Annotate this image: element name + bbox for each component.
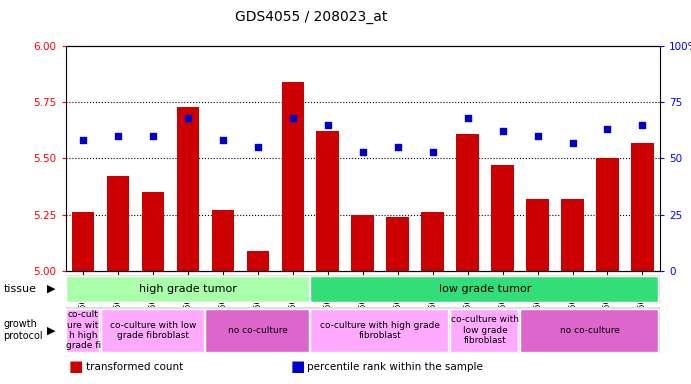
Point [392, 144, 404, 150]
Point [77, 137, 88, 144]
Point [252, 144, 263, 150]
Text: ▶: ▶ [47, 325, 55, 335]
Text: growth
protocol: growth protocol [3, 319, 43, 341]
Text: low grade tumor: low grade tumor [439, 284, 531, 294]
Bar [386, 217, 409, 271]
Text: co-cult
ure wit
h high
grade fi: co-cult ure wit h high grade fi [66, 310, 101, 350]
Bar [142, 192, 164, 271]
Bar [101, 309, 204, 352]
Bar [631, 143, 654, 271]
Bar [456, 134, 479, 271]
Text: co-culture with low
grade fibroblast: co-culture with low grade fibroblast [110, 321, 196, 340]
Bar [316, 131, 339, 271]
Point [567, 140, 578, 146]
Point [113, 133, 124, 139]
Point [147, 133, 158, 139]
Bar [281, 82, 304, 271]
Bar [310, 309, 448, 352]
Bar [66, 276, 309, 302]
Point [427, 149, 438, 155]
Text: GDS4055 / 208023_at: GDS4055 / 208023_at [235, 10, 387, 23]
Text: tissue: tissue [3, 284, 37, 294]
Text: no co-culture: no co-culture [228, 326, 288, 335]
Text: transformed count: transformed count [86, 362, 184, 372]
Bar [211, 210, 234, 271]
Bar [491, 165, 514, 271]
Bar [66, 309, 99, 352]
Bar [247, 250, 269, 271]
Text: co-culture with
low grade
fibroblast: co-culture with low grade fibroblast [451, 315, 519, 345]
Bar [422, 212, 444, 271]
Text: ■: ■ [69, 359, 84, 374]
Bar [526, 199, 549, 271]
Point [287, 115, 299, 121]
Point [602, 126, 613, 132]
Point [532, 133, 543, 139]
Point [357, 149, 368, 155]
Text: no co-culture: no co-culture [560, 326, 620, 335]
Bar [106, 176, 129, 271]
Bar [177, 107, 199, 271]
Text: high grade tumor: high grade tumor [139, 284, 237, 294]
Bar [561, 199, 584, 271]
Bar [205, 309, 309, 352]
Text: ■: ■ [290, 359, 305, 374]
Bar [450, 309, 518, 352]
Point [462, 115, 473, 121]
Bar [310, 276, 658, 302]
Bar [72, 212, 95, 271]
Bar [352, 215, 374, 271]
Bar [596, 159, 619, 271]
Point [637, 122, 648, 128]
Point [322, 122, 333, 128]
Point [182, 115, 193, 121]
Text: ▶: ▶ [47, 284, 55, 294]
Text: percentile rank within the sample: percentile rank within the sample [307, 362, 484, 372]
Point [218, 137, 229, 144]
Bar [520, 309, 658, 352]
Text: co-culture with high grade
fibroblast: co-culture with high grade fibroblast [320, 321, 440, 340]
Point [497, 128, 508, 134]
